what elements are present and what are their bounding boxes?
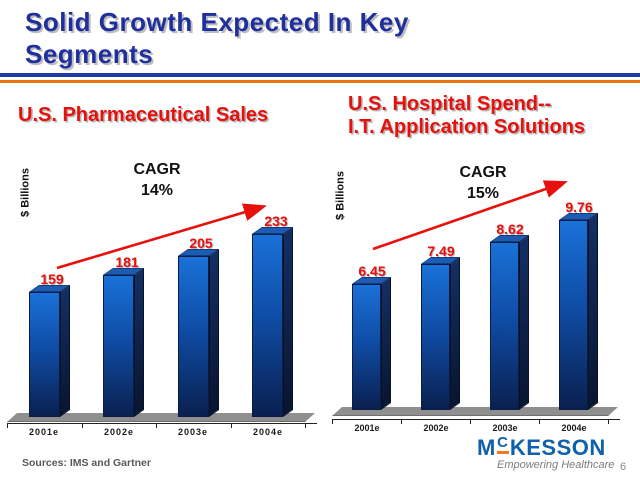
bar (490, 242, 519, 410)
header-rule-blue (0, 73, 640, 77)
page-title-line2: Segments (25, 39, 154, 69)
logo-letter-m: M (477, 435, 496, 460)
left-cagr-value: 14% (140, 182, 174, 199)
x-axis-tick (401, 420, 402, 424)
bar-value-label: 233 (264, 213, 288, 229)
bar (252, 234, 283, 417)
right-cagr-value: 15% (466, 185, 500, 202)
x-axis-tick (156, 424, 157, 428)
logo-letter-c: C (496, 434, 509, 454)
right-cagr-label: CAGR (459, 164, 507, 181)
x-axis-tick (332, 420, 333, 424)
x-axis-tick (608, 420, 609, 424)
right-chart-title-line2: I.T. Application Solutions (348, 116, 586, 138)
x-axis-label: 2004e (561, 423, 587, 433)
x-axis-line (332, 419, 620, 420)
x-axis-label: 2001e (354, 423, 380, 433)
x-axis-tick (82, 424, 83, 428)
bar-value-label: 205 (189, 235, 213, 251)
logo-letters-rest: KESSON (509, 435, 606, 460)
bar (103, 275, 134, 417)
bar-side-face (60, 284, 70, 417)
x-axis-line (7, 423, 317, 424)
logo-orange-bar (496, 451, 509, 454)
x-axis-tick (305, 424, 306, 428)
mckesson-logo: M C KESSON (477, 435, 606, 461)
bar-value-label: 6.45 (358, 263, 386, 279)
x-axis-label: 2004e (252, 427, 284, 437)
bar-value-label: 8.62 (496, 221, 524, 237)
x-axis-tick (470, 420, 471, 424)
x-axis-tick (7, 424, 8, 428)
left-cagr-label: CAGR (133, 161, 181, 178)
bar-side-face (381, 276, 391, 410)
x-axis-label: 2002e (423, 423, 449, 433)
x-axis-tick (539, 420, 540, 424)
left-cagr-annotation: CAGR 14% (97, 159, 217, 201)
bar-value-label: 181 (115, 254, 139, 270)
x-axis-tick (231, 424, 232, 428)
left-trend-arrow-icon (56, 203, 267, 270)
bar-side-face (519, 234, 529, 410)
right-trend-arrow-icon (372, 180, 568, 251)
bar (29, 292, 60, 417)
x-axis-label: 2003e (492, 423, 518, 433)
bar-side-face (588, 212, 598, 410)
bar (178, 256, 209, 417)
bar (352, 284, 381, 410)
bar-value-label: 159 (40, 271, 64, 287)
logo-tagline: Empowering Healthcare (497, 459, 615, 471)
x-axis-label: 2001e (28, 427, 60, 437)
page-number: 6 (620, 461, 627, 473)
right-chart-title: U.S. Hospital Spend-- I.T. Application S… (348, 93, 585, 139)
bar-value-label: 7.49 (427, 243, 455, 259)
right-chart-title-line1: U.S. Hospital Spend-- (348, 93, 552, 115)
bar (559, 220, 588, 410)
right-cagr-annotation: CAGR 15% (423, 162, 543, 204)
bar-side-face (134, 267, 144, 417)
x-axis-label: 2002e (103, 427, 135, 437)
x-axis-label: 2003e (177, 427, 209, 437)
page-title: Solid Growth Expected In Key Segments (25, 6, 409, 70)
bar (421, 264, 450, 410)
bar-side-face (283, 226, 293, 417)
sources-note: Sources: IMS and Gartner (22, 457, 151, 469)
page-title-line1: Solid Growth Expected In Key (25, 7, 409, 37)
bar-value-label: 9.76 (565, 199, 593, 215)
left-chart-title: U.S. Pharmaceutical Sales (18, 104, 269, 126)
logo-letter-c-text: C (497, 434, 509, 451)
header-rule-orange (0, 80, 640, 83)
bar-side-face (450, 256, 460, 410)
